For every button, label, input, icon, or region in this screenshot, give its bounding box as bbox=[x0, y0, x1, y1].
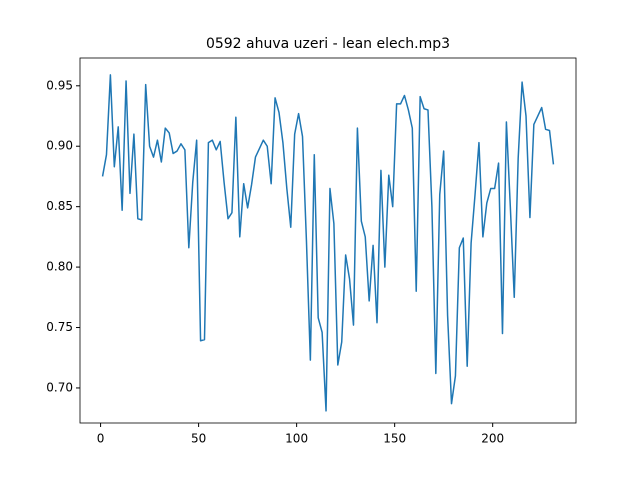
x-tick-label: 50 bbox=[191, 432, 206, 446]
y-tick-label: 0.70 bbox=[46, 380, 73, 394]
x-tick-label: 0 bbox=[97, 432, 105, 446]
chart-title: 0592 ahuva uzeri - lean elech.mp3 bbox=[206, 36, 450, 52]
y-tick-label: 0.85 bbox=[46, 199, 73, 213]
y-tick-label: 0.90 bbox=[46, 139, 73, 153]
y-tick-label: 0.75 bbox=[46, 320, 73, 334]
x-tick-label: 150 bbox=[383, 432, 406, 446]
plot-frame bbox=[79, 57, 577, 424]
data-line bbox=[101, 74, 555, 412]
x-tick-label: 100 bbox=[285, 432, 308, 446]
x-tick-label: 200 bbox=[481, 432, 504, 446]
y-tick-label: 0.95 bbox=[46, 78, 73, 92]
y-tick-label: 0.80 bbox=[46, 260, 73, 274]
